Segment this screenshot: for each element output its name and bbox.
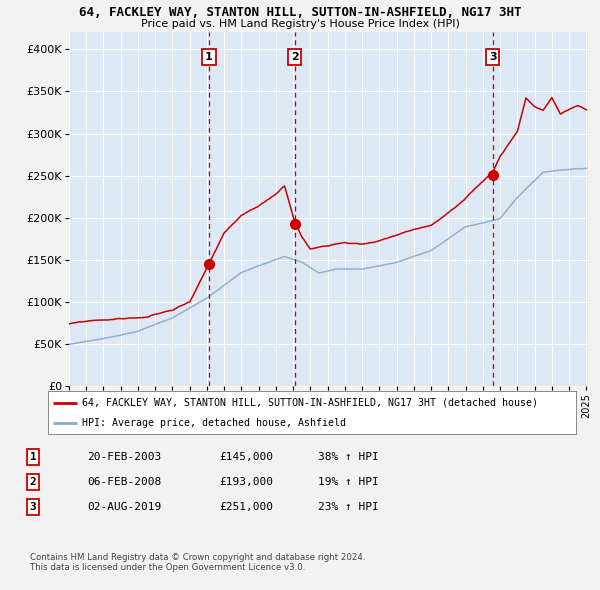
Text: £145,000: £145,000: [219, 453, 273, 462]
Text: 38% ↑ HPI: 38% ↑ HPI: [318, 453, 379, 462]
Text: Price paid vs. HM Land Registry's House Price Index (HPI): Price paid vs. HM Land Registry's House …: [140, 19, 460, 29]
Text: 1: 1: [205, 52, 213, 62]
Text: 20-FEB-2003: 20-FEB-2003: [87, 453, 161, 462]
Text: 3: 3: [29, 502, 37, 512]
Text: 3: 3: [489, 52, 497, 62]
Text: £193,000: £193,000: [219, 477, 273, 487]
Text: 23% ↑ HPI: 23% ↑ HPI: [318, 502, 379, 512]
Text: 02-AUG-2019: 02-AUG-2019: [87, 502, 161, 512]
Text: 64, FACKLEY WAY, STANTON HILL, SUTTON-IN-ASHFIELD, NG17 3HT: 64, FACKLEY WAY, STANTON HILL, SUTTON-IN…: [79, 6, 521, 19]
Text: 1: 1: [29, 453, 37, 462]
Text: 2: 2: [29, 477, 37, 487]
Text: 19% ↑ HPI: 19% ↑ HPI: [318, 477, 379, 487]
Text: This data is licensed under the Open Government Licence v3.0.: This data is licensed under the Open Gov…: [30, 563, 305, 572]
Text: 2: 2: [291, 52, 299, 62]
Text: HPI: Average price, detached house, Ashfield: HPI: Average price, detached house, Ashf…: [82, 418, 346, 428]
Text: Contains HM Land Registry data © Crown copyright and database right 2024.: Contains HM Land Registry data © Crown c…: [30, 553, 365, 562]
Text: 64, FACKLEY WAY, STANTON HILL, SUTTON-IN-ASHFIELD, NG17 3HT (detached house): 64, FACKLEY WAY, STANTON HILL, SUTTON-IN…: [82, 398, 538, 408]
Text: 06-FEB-2008: 06-FEB-2008: [87, 477, 161, 487]
Text: £251,000: £251,000: [219, 502, 273, 512]
